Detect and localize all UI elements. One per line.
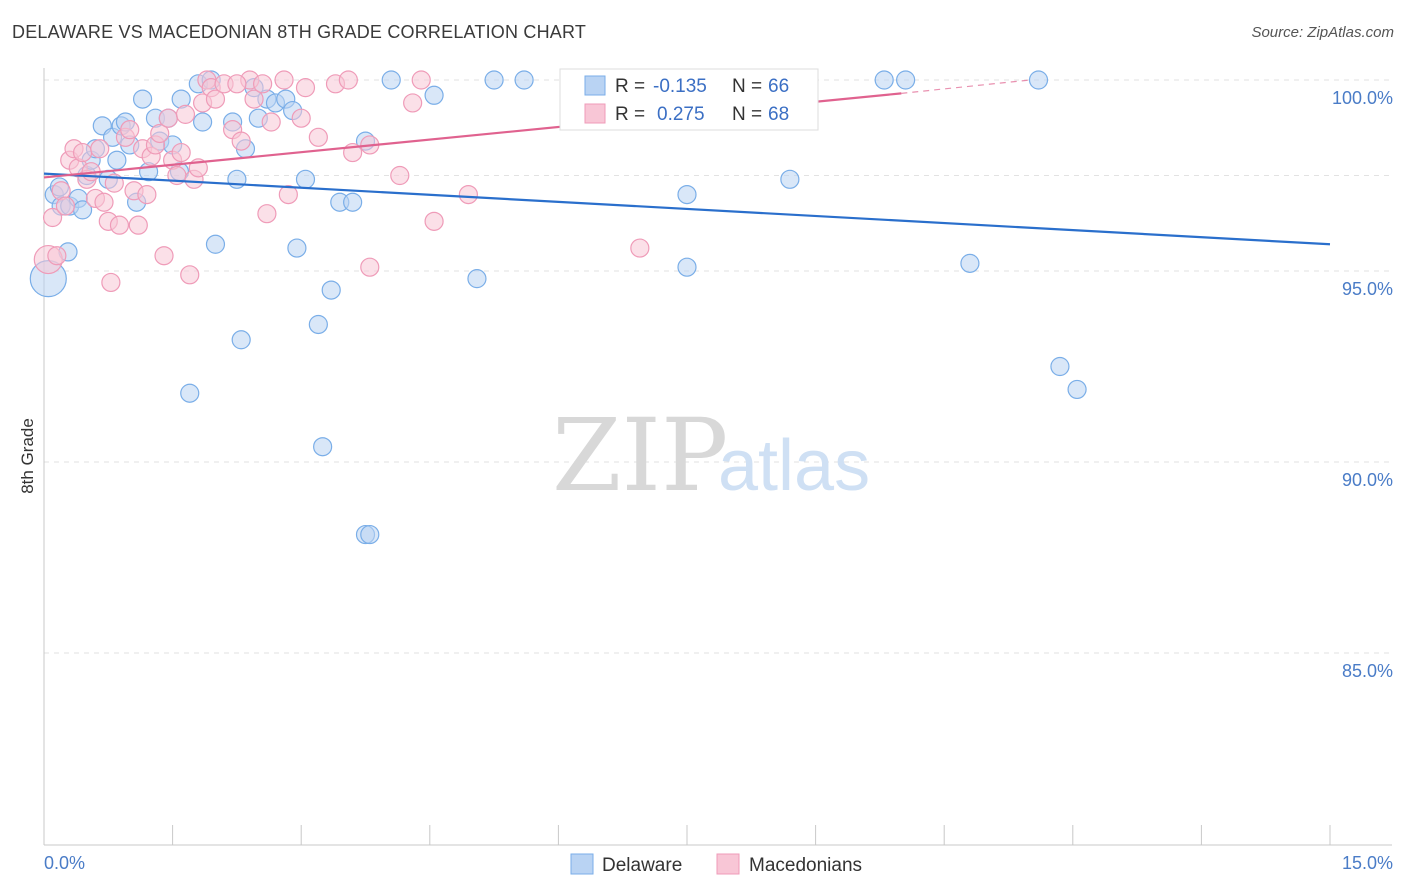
watermark-atlas: atlas <box>718 426 870 506</box>
point-macedonians-26 <box>154 246 174 266</box>
point-delaware-27 <box>180 383 200 403</box>
x-tick-label-max: 15.0% <box>1342 853 1393 873</box>
legend-swatch-macedonians <box>584 103 606 124</box>
legend-r-value-macedonians: 0.275 <box>657 104 705 125</box>
point-macedonians-47 <box>274 70 294 90</box>
watermark-zip: ZIP <box>552 397 728 514</box>
point-macedonians-18 <box>120 120 140 140</box>
point-delaware-34 <box>231 330 251 350</box>
point-macedonians-7 <box>72 142 93 163</box>
legend-series-label-delaware: Delaware <box>602 855 682 876</box>
point-macedonians-59 <box>411 70 431 90</box>
point-delaware-58 <box>677 257 697 277</box>
y-tick-labels: 100.0% 95.0% 90.0% 85.0% <box>1332 88 1393 681</box>
point-delaware-64 <box>1050 356 1070 377</box>
legend-swatch-delaware <box>584 75 606 96</box>
point-delaware-48 <box>343 192 363 212</box>
point-macedonians-66 <box>47 246 67 266</box>
point-macedonians-20 <box>128 215 148 235</box>
y-tick-label-3: 85.0% <box>1342 661 1393 681</box>
point-macedonians-46 <box>261 112 281 132</box>
point-delaware-52 <box>381 70 401 90</box>
y-tick-label-2: 90.0% <box>1342 470 1393 490</box>
point-macedonians-12 <box>94 192 114 212</box>
point-delaware-65 <box>1067 379 1087 400</box>
point-delaware-55 <box>484 70 504 90</box>
legend-n-value-macedonians: 68 <box>768 104 789 125</box>
point-macedonians-16 <box>109 215 130 235</box>
point-macedonians-53 <box>338 70 358 90</box>
point-delaware-19 <box>132 89 153 109</box>
legend-r-label-macedonians: R = <box>615 104 645 125</box>
point-macedonians-32 <box>180 265 200 285</box>
point-macedonians-51 <box>308 127 328 147</box>
axes <box>43 68 1392 846</box>
legend-series-swatch-delaware <box>570 853 594 875</box>
point-macedonians-41 <box>231 131 251 151</box>
point-macedonians-58 <box>403 93 423 113</box>
point-macedonians-45 <box>257 204 277 224</box>
point-macedonians-25 <box>150 123 170 144</box>
legend-r-label-delaware: R = <box>615 76 645 97</box>
y-axis-label: 8th Grade <box>18 418 37 494</box>
point-delaware-57 <box>677 185 697 205</box>
trend-line-extension-macedonians <box>901 79 1030 94</box>
point-delaware-63 <box>1028 70 1049 90</box>
point-delaware-61 <box>896 70 916 90</box>
point-delaware-46 <box>321 280 341 300</box>
point-macedonians-49 <box>291 108 311 128</box>
point-macedonians-44 <box>253 74 273 94</box>
point-delaware-53 <box>424 85 444 105</box>
point-delaware-51 <box>360 524 380 545</box>
legend-n-label-macedonians: N = <box>732 104 762 125</box>
legend-r-value-delaware: -0.135 <box>653 76 707 97</box>
legend-stats: R = -0.135 N = 66 R = 0.275 N = 68 <box>559 68 819 131</box>
point-macedonians-14 <box>101 272 121 293</box>
point-delaware-54 <box>467 269 487 289</box>
point-macedonians-61 <box>458 185 478 205</box>
point-macedonians-56 <box>360 257 380 277</box>
x-tick-label-min: 0.0% <box>44 853 85 873</box>
point-macedonians-38 <box>205 89 226 109</box>
point-macedonians-1 <box>42 207 63 228</box>
y-tick-label-0: 100.0% <box>1332 88 1393 108</box>
point-macedonians-3 <box>55 196 76 216</box>
point-macedonians-43 <box>244 89 264 109</box>
grid-lines <box>44 79 1392 654</box>
point-macedonians-67 <box>227 74 247 94</box>
legend-series: Delaware Macedonians <box>570 853 862 876</box>
point-macedonians-57 <box>390 165 410 186</box>
trend-line-delaware <box>43 172 1331 246</box>
legend-n-label-delaware: N = <box>732 76 762 97</box>
point-delaware-31 <box>205 234 226 254</box>
legend-series-swatch-macedonians <box>716 853 740 875</box>
point-delaware-56 <box>514 70 534 90</box>
point-macedonians-60 <box>424 211 444 231</box>
point-delaware-43 <box>295 169 316 189</box>
point-delaware-29 <box>193 112 213 132</box>
point-macedonians-31 <box>175 104 196 124</box>
point-macedonians-11 <box>90 139 110 159</box>
point-delaware-62 <box>960 253 980 273</box>
point-delaware-44 <box>308 314 328 335</box>
point-delaware-60 <box>874 70 894 90</box>
point-delaware-59 <box>780 169 800 189</box>
point-delaware-42 <box>287 238 307 258</box>
y-tick-label-1: 95.0% <box>1342 279 1393 299</box>
legend-n-value-delaware: 66 <box>768 76 789 97</box>
chart-source: Source: ZipAtlas.com <box>1251 24 1394 41</box>
point-macedonians-48 <box>278 185 298 205</box>
x-tick-labels: 0.0% 15.0% <box>44 853 1393 873</box>
point-macedonians-30 <box>171 142 191 163</box>
point-macedonians-22 <box>137 185 157 205</box>
point-delaware-45 <box>313 437 333 457</box>
watermark: ZIP atlas <box>552 397 870 514</box>
point-macedonians-62 <box>630 238 650 258</box>
point-macedonians-27 <box>158 108 178 128</box>
legend-series-label-macedonians: Macedonians <box>749 855 862 876</box>
chart-title: DELAWARE VS MACEDONIAN 8TH GRADE CORRELA… <box>12 22 587 42</box>
point-macedonians-50 <box>295 78 316 98</box>
point-delaware-14 <box>107 150 127 170</box>
